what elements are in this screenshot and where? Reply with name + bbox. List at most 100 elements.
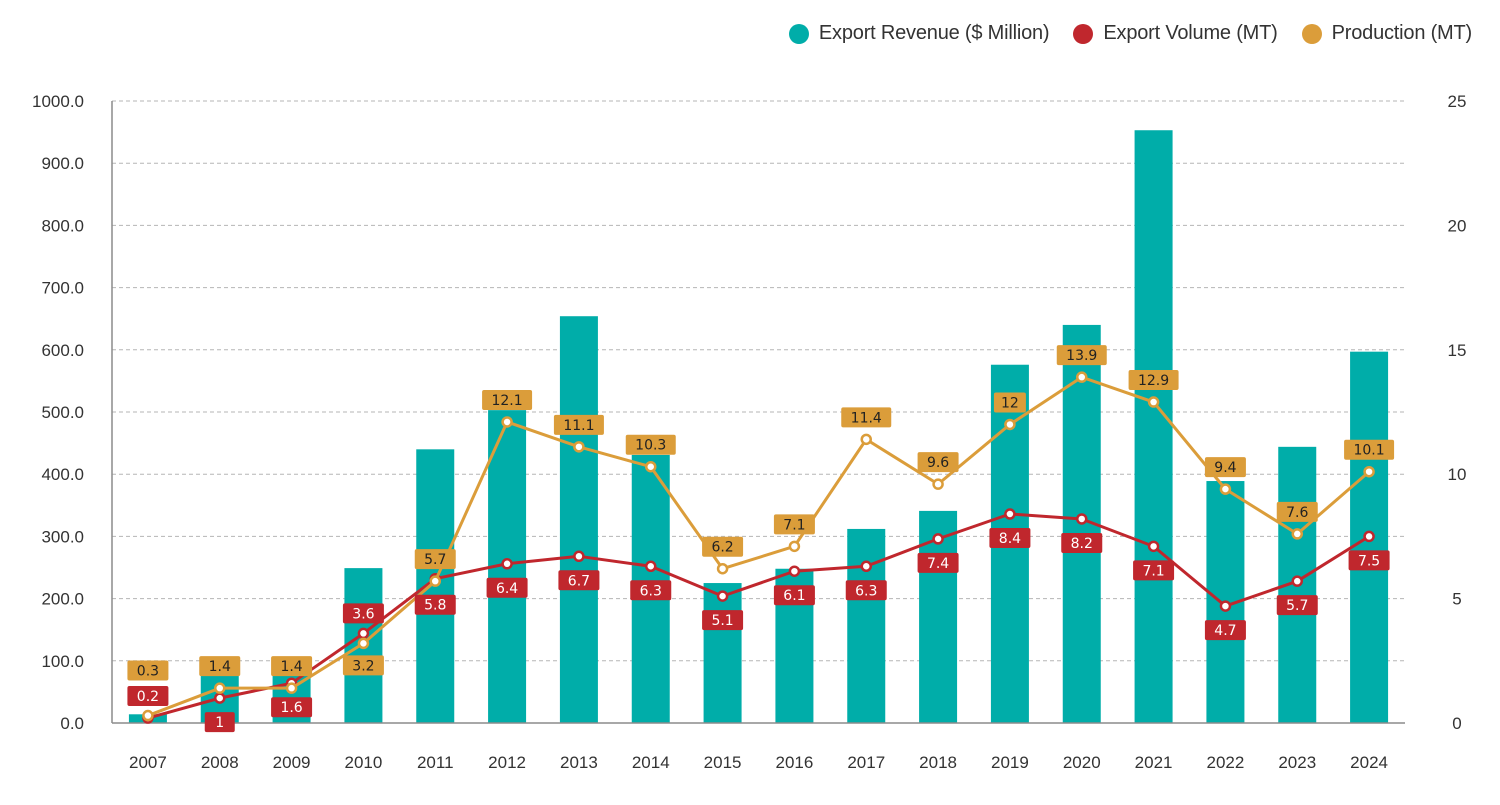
point-export-volume-2016 (788, 565, 801, 577)
label-export-volume-2018-box (917, 552, 959, 573)
y-tick-label: 1000.0 (32, 92, 84, 111)
legend-item-export-volume[interactable]: Export Volume (MT) (1073, 22, 1278, 45)
label-export-volume-2023: 5.7 (1286, 598, 1308, 614)
x-tick-label: 2014 (632, 753, 670, 772)
label-production-2024: 10.1 (1353, 443, 1384, 459)
y2-tick-label: 5 (1452, 590, 1461, 609)
label-production-2018: 9.6 (927, 455, 949, 471)
label-export-volume-2012: 6.4 (496, 581, 518, 597)
label-production-2018-box (917, 452, 959, 473)
x-tick-label: 2019 (991, 753, 1029, 772)
label-export-volume-2015: 5.1 (711, 613, 733, 629)
label-export-volume-2012-box (486, 577, 528, 598)
label-production-2010: 3.2 (352, 658, 374, 674)
legend-item-production[interactable]: Production (MT) (1301, 22, 1473, 45)
label-export-volume-2024: 7.5 (1358, 553, 1380, 569)
point-export-volume-2013 (573, 550, 585, 563)
x-tick-label: 2009 (273, 753, 311, 772)
label-production-2021-box (1128, 370, 1179, 391)
legend-label: Export Revenue ($ Million) (818, 22, 1050, 44)
label-production-2019: 12 (1001, 395, 1019, 411)
label-export-volume-2015-box (702, 610, 744, 631)
label-production-2024-box (1344, 439, 1395, 460)
label-export-volume-2009-box (271, 697, 313, 718)
bar-2017 (847, 528, 886, 723)
legend-marker-icon (1301, 23, 1322, 44)
label-production-2020-box (1056, 345, 1107, 366)
label-export-volume-2013-box (558, 570, 600, 591)
legend-item-export-revenue[interactable]: Export Revenue ($ Million) (788, 22, 1050, 45)
label-production-2013-box (553, 414, 604, 435)
label-production-2014: 10.3 (635, 438, 666, 454)
label-export-volume-2021-box (1133, 560, 1175, 581)
label-export-volume-2014-box (630, 580, 672, 601)
label-production-2009: 1.4 (280, 659, 302, 675)
x-tick-label: 2023 (1278, 753, 1316, 772)
x-tick-label: 2017 (847, 753, 885, 772)
label-production-2007-box (127, 660, 169, 681)
line-export-volume (147, 512, 1370, 720)
point-production-2017 (860, 433, 872, 446)
label-production-2009-box (271, 656, 313, 677)
y-tick-label: 700.0 (41, 279, 84, 298)
label-production-2023-box (1276, 501, 1318, 522)
label-export-volume-2019-box (989, 528, 1031, 549)
point-export-volume-2019 (1004, 508, 1016, 520)
label-production-2020: 13.9 (1066, 348, 1097, 364)
label-export-volume-2008-box (204, 712, 235, 733)
label-export-volume-2019: 8.4 (999, 531, 1021, 547)
legend-label: Production (MT) (1331, 22, 1473, 44)
data-labels: 0.30.21.411.41.63.23.65.75.812.16.411.16… (127, 345, 1395, 733)
y-tick-label: 200.0 (41, 590, 84, 609)
x-tick-label: 2013 (560, 753, 598, 772)
y-tick-label: 0.0 (60, 714, 84, 733)
point-production-2010 (357, 637, 370, 650)
bar-2013 (559, 316, 598, 723)
label-export-volume-2017: 6.3 (855, 583, 877, 599)
y-tick-label: 100.0 (41, 652, 84, 671)
x-tick-label: 2011 (417, 753, 454, 772)
point-production-2022 (1219, 483, 1232, 495)
label-export-volume-2022: 4.7 (1214, 623, 1236, 639)
point-production-2023 (1291, 528, 1303, 540)
label-production-2012: 12.1 (491, 393, 522, 409)
point-production-2011 (429, 575, 441, 587)
tick-labels: 0.0 100.0 200.0 300.0 400.0 500.0 600.0 700.0 80… (32, 92, 1466, 772)
x-tick-label: 2010 (345, 753, 383, 772)
label-production-2023: 7.6 (1286, 505, 1308, 521)
label-production-2017-box (841, 407, 892, 428)
legend-marker-icon (1073, 23, 1094, 44)
y2-tick-label: 0 (1452, 714, 1461, 733)
label-export-volume-2016: 6.1 (783, 588, 805, 604)
y-tick-label: 400.0 (41, 465, 84, 484)
label-production-2013: 11.1 (563, 418, 594, 434)
legend: Export Revenue ($ Million) Export Volume… (765, 22, 1472, 45)
point-production-2007 (142, 709, 154, 722)
label-production-2021: 12.9 (1138, 373, 1169, 389)
y2-tick-label: 10 (1448, 465, 1467, 484)
point-export-volume-2010 (357, 627, 370, 640)
label-production-2010-box (342, 655, 384, 676)
label-export-volume-2017-box (845, 580, 887, 601)
y-tick-label: 300.0 (41, 527, 84, 546)
x-tick-label: 2024 (1350, 753, 1388, 772)
point-production-2020 (1076, 371, 1088, 383)
label-production-2015: 6.2 (711, 540, 733, 556)
point-export-volume-2012 (501, 558, 513, 570)
series-lines (142, 371, 1375, 724)
point-production-2021 (1147, 396, 1160, 408)
x-tick-label: 2008 (201, 753, 239, 772)
y-tick-label: 900.0 (41, 154, 84, 173)
bar-2015 (703, 583, 742, 723)
label-production-2016: 7.1 (783, 517, 805, 533)
label-export-volume-2023-box (1276, 595, 1318, 616)
point-export-volume-2014 (645, 560, 657, 573)
label-export-volume-2016-box (773, 585, 815, 606)
label-production-2014-box (625, 434, 676, 455)
label-production-2008-box (199, 656, 241, 677)
point-export-volume-2022 (1219, 600, 1232, 612)
label-export-volume-2020-box (1061, 532, 1103, 553)
line-production (147, 375, 1371, 717)
label-export-volume-2008: 1 (215, 715, 224, 731)
y-tick-label: 600.0 (41, 341, 84, 360)
